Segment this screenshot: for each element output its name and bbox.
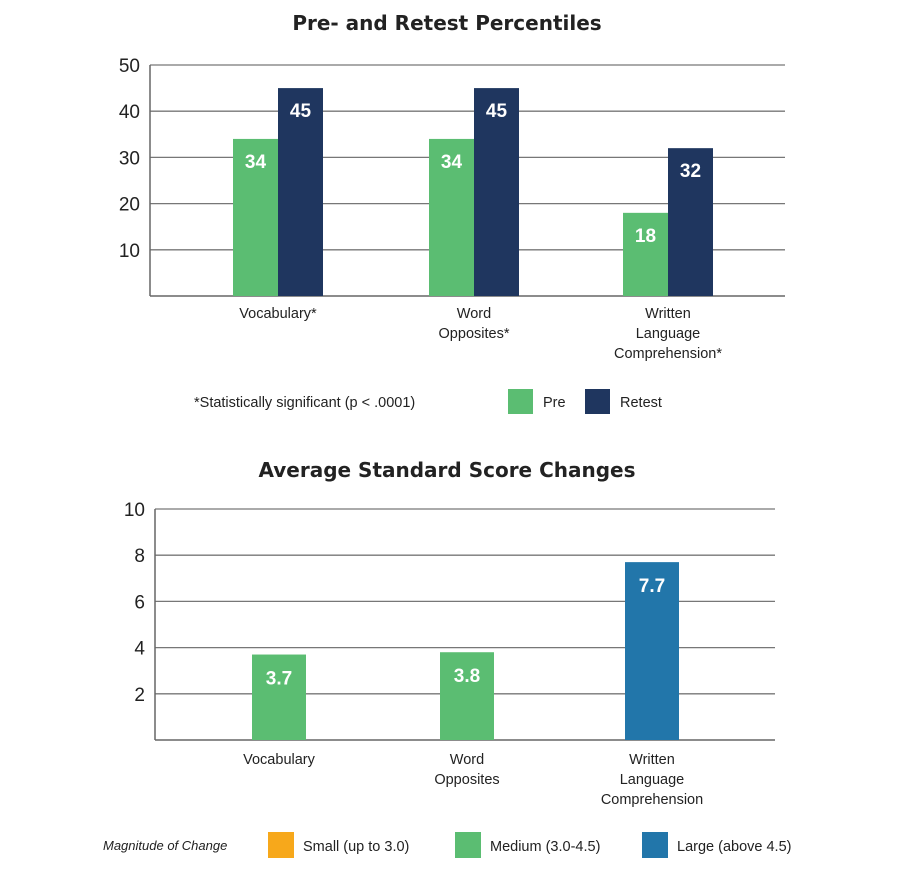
y-tick-label: 8	[134, 546, 145, 567]
bar-pre	[429, 138, 474, 296]
y-tick-label: 30	[119, 148, 140, 169]
legend-swatch-retest	[585, 389, 610, 414]
data-label: 18	[635, 226, 656, 247]
data-label: 3.7	[266, 669, 292, 690]
x-category-label: Language	[636, 326, 701, 342]
data-label: 34	[441, 152, 463, 173]
chart2-plot: 2 4 6 8 10 3.7 3.8 7.7 Vocabulary Word Opposites Wr…	[124, 500, 775, 808]
chart2-legend: Small (up to 3.0) Medium (3.0-4.5) Large (…	[268, 832, 791, 858]
legend-label: Large (above 4.5)	[677, 839, 791, 855]
bar-retest	[474, 88, 519, 296]
x-category-label: Word	[450, 752, 484, 768]
chart2-legend-title: Magnitude of Change	[103, 838, 227, 853]
x-category-label: Vocabulary*	[239, 306, 317, 322]
x-category-label: Word	[457, 306, 491, 322]
legend-label: Pre	[543, 395, 566, 411]
legend-swatch-pre	[508, 389, 533, 414]
chart1-footnote: *Statistically significant (p < .0001)	[194, 395, 415, 411]
legend-label: Medium (3.0-4.5)	[490, 839, 600, 855]
legend-label: Retest	[620, 395, 662, 411]
y-tick-label: 2	[134, 685, 145, 706]
legend-swatch-large	[642, 832, 668, 858]
y-tick-label: 20	[119, 195, 140, 216]
x-category-label: Comprehension	[601, 792, 703, 808]
data-label: 32	[680, 161, 701, 182]
x-category-label: Written	[645, 306, 691, 322]
x-category-label: Written	[629, 752, 675, 768]
y-tick-label: 4	[134, 639, 145, 660]
legend-label: Small (up to 3.0)	[303, 839, 409, 855]
data-label: 7.7	[639, 576, 665, 597]
y-tick-label: 10	[119, 241, 140, 262]
chart2-title: Average Standard Score Changes	[258, 458, 635, 482]
bar-pre	[233, 138, 278, 296]
bar-large	[625, 562, 679, 740]
bar-retest	[668, 148, 713, 296]
x-category-label: Opposites*	[439, 326, 510, 342]
chart1-title: Pre- and Retest Percentiles	[292, 11, 601, 35]
x-category-label: Opposites	[434, 772, 499, 788]
bar-retest	[278, 88, 323, 296]
legend-swatch-small	[268, 832, 294, 858]
chart1-legend: Pre Retest	[508, 389, 662, 414]
data-label: 45	[486, 101, 508, 122]
chart1-plot: 10 20 30 40 50 34 34 18 45 45 32 Vocabulary* Word Opp…	[119, 56, 785, 362]
y-tick-label: 6	[134, 592, 145, 613]
x-category-label: Language	[620, 772, 685, 788]
y-tick-label: 50	[119, 56, 140, 77]
y-tick-label: 40	[119, 102, 140, 123]
data-label: 3.8	[454, 666, 480, 687]
bar-medium	[252, 654, 306, 740]
data-label: 45	[290, 101, 312, 122]
bar-medium	[440, 652, 494, 740]
x-category-label: Vocabulary	[243, 752, 315, 768]
data-label: 34	[245, 152, 267, 173]
bar-pre	[623, 212, 668, 296]
y-tick-label: 10	[124, 500, 145, 521]
legend-swatch-medium	[455, 832, 481, 858]
x-category-label: Comprehension*	[614, 346, 722, 362]
